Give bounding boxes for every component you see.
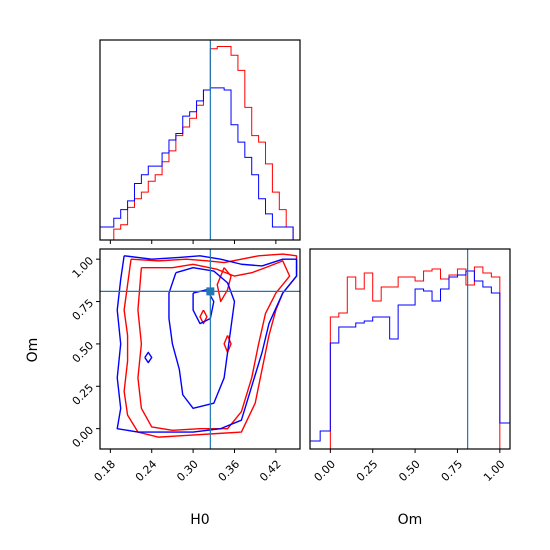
histogram-series	[310, 266, 510, 450]
panel-frame	[99, 39, 301, 241]
contour-group	[100, 249, 300, 449]
y-axis-label-om: Om	[25, 338, 41, 363]
panel-frame	[99, 248, 301, 450]
contour-line	[199, 309, 208, 325]
y-tick-label: 0.00	[70, 424, 97, 451]
x-tick-label: 0.18	[92, 458, 119, 485]
panel-frame	[309, 248, 511, 450]
contour-line	[144, 351, 153, 364]
x-tick-label: 0.36	[216, 458, 243, 485]
truth-marker	[206, 287, 215, 296]
x-tick-label: 0.25	[354, 458, 381, 485]
y-tick-label: 1.00	[70, 254, 97, 281]
om-marginal-panel: 0.00 0.25 0.50 0.75 1.00	[309, 248, 511, 485]
histogram-series	[309, 270, 511, 449]
h0-om-contour-panel: 0.18 0.24 0.30 0.36 0.42 0.00 0.25 0.50 0.75 1.00	[70, 248, 301, 485]
y-tick-label: 0.25	[70, 381, 97, 408]
x-tick-label: 0.50	[396, 458, 423, 485]
x-tick-label: 0.30	[174, 458, 201, 485]
histogram-series	[99, 87, 300, 241]
x-tick-label: 0.24	[133, 458, 160, 485]
contour-line	[216, 267, 232, 303]
x-tick-label: 1.00	[481, 458, 508, 485]
x-axis-label-h0: H0	[190, 512, 209, 528]
x-axis-label-om: Om	[398, 512, 423, 528]
y-tick-label: 0.75	[70, 297, 97, 324]
h0-marginal-panel	[99, 39, 301, 244]
x-tick-label: 0.42	[257, 458, 284, 485]
y-tick-label: 0.50	[70, 339, 97, 366]
histogram-series	[100, 46, 300, 241]
x-tick-label: 0.00	[312, 458, 339, 485]
contour-line	[116, 255, 298, 433]
x-tick-label: 0.75	[439, 458, 466, 485]
contour-line	[168, 266, 236, 410]
